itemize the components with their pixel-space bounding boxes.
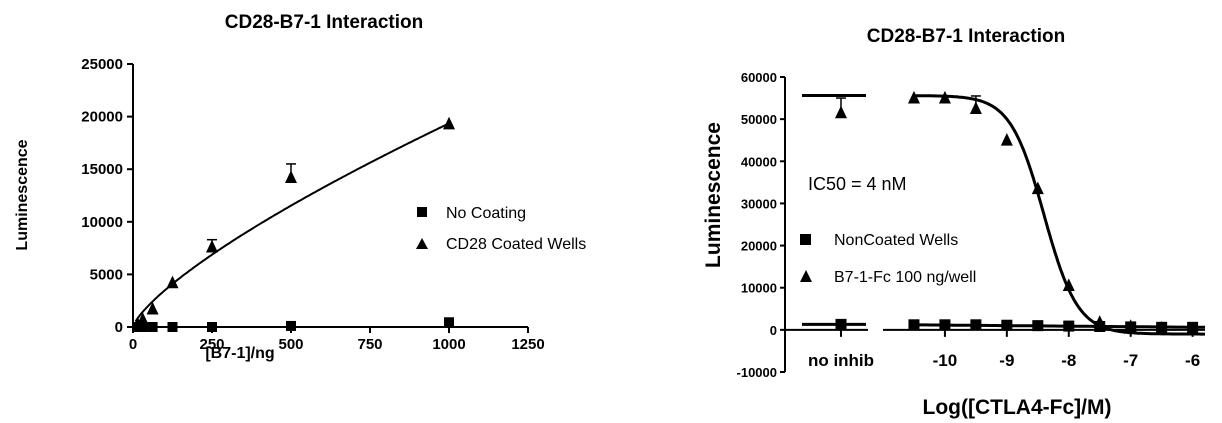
data-point-triangle bbox=[907, 90, 920, 104]
x-tick-label: -10 bbox=[933, 351, 958, 370]
chart-left-fit-curve bbox=[134, 122, 450, 323]
data-point-square bbox=[939, 319, 951, 331]
chart-right-fit-curve bbox=[913, 94, 1205, 336]
data-point-square bbox=[147, 322, 158, 332]
y-tick-label: 10000 bbox=[741, 281, 777, 296]
x-tick-label: 1250 bbox=[511, 336, 544, 353]
x-tick-label: 750 bbox=[357, 336, 382, 353]
data-point-triangle bbox=[1062, 278, 1075, 292]
chart-right: CD28-B7-1 Interaction Log([CTLA4-Fc]/M) … bbox=[702, 26, 1205, 419]
chart-right-xlabel: Log([CTLA4-Fc]/M) bbox=[923, 396, 1112, 419]
legend-label: CD28 Coated Wells bbox=[446, 236, 586, 253]
data-point-triangle bbox=[166, 275, 179, 289]
y-tick-label: 0 bbox=[770, 323, 777, 338]
data-point-square bbox=[908, 319, 920, 331]
chart-right-ylabel: Luminescence bbox=[702, 122, 725, 268]
legend-marker-triangle bbox=[800, 270, 812, 282]
x-tick-label: 500 bbox=[278, 336, 303, 353]
y-tick-label: 20000 bbox=[741, 239, 777, 254]
y-tick-label: 10000 bbox=[81, 214, 123, 231]
y-tick-label: 0 bbox=[115, 319, 123, 336]
legend-marker-square bbox=[417, 207, 427, 217]
data-point-triangle bbox=[1124, 319, 1137, 332]
data-point-triangle bbox=[835, 105, 847, 119]
data-point-square bbox=[970, 319, 982, 331]
chart-left-axes bbox=[127, 63, 529, 333]
data-point-triangle bbox=[206, 239, 218, 253]
data-point-triangle bbox=[1000, 133, 1013, 146]
y-tick-label: 30000 bbox=[741, 196, 777, 211]
x-tick-label: 1000 bbox=[432, 336, 465, 353]
legend-label: NonCoated Wells bbox=[834, 232, 958, 249]
data-point-square bbox=[1001, 319, 1013, 331]
chart-right-legend: NonCoated Wells B7-1-Fc 100 ng/well bbox=[800, 232, 976, 286]
chart-left-points bbox=[131, 116, 455, 332]
data-point-square bbox=[835, 318, 847, 330]
chart-right-axes bbox=[780, 76, 1205, 373]
y-tick-label: 5000 bbox=[90, 266, 123, 283]
chart-left-title: CD28-B7-1 Interaction bbox=[225, 12, 424, 33]
chart-right-annotation: IC50 = 4 nM bbox=[808, 174, 907, 194]
legend-marker-square bbox=[800, 234, 811, 245]
data-point-triangle bbox=[146, 301, 159, 315]
x-tick-label: -6 bbox=[1185, 351, 1200, 370]
y-tick-label: 20000 bbox=[81, 109, 123, 126]
data-point-triangle bbox=[1186, 321, 1199, 335]
chart-left-xlabel: [B7-1]/ng bbox=[205, 345, 274, 362]
legend-label: B7-1-Fc 100 ng/well bbox=[834, 269, 976, 286]
x-tick-label: 0 bbox=[129, 336, 137, 353]
data-point-square bbox=[286, 320, 296, 331]
chart-right-tick-labels: -10000 0 10000 20000 30000 40000 50000 60000 -10… bbox=[737, 70, 1201, 380]
chart-left-legend: No Coating CD28 Coated Wells bbox=[416, 205, 586, 253]
y-tick-label: -10000 bbox=[737, 365, 777, 380]
chart-right-points bbox=[835, 90, 1199, 335]
data-point-triangle bbox=[443, 116, 455, 130]
chart-left-ylabel: Luminescence bbox=[14, 139, 31, 250]
y-tick-label: 15000 bbox=[81, 161, 123, 178]
data-point-square bbox=[207, 322, 217, 332]
data-point-triangle bbox=[1093, 315, 1106, 328]
x-tick-label: 250 bbox=[199, 336, 224, 353]
data-point-triangle bbox=[136, 312, 149, 326]
y-tick-label: 40000 bbox=[741, 154, 777, 169]
y-tick-label: 25000 bbox=[81, 56, 123, 73]
x-tick-label: -8 bbox=[1061, 351, 1076, 370]
y-tick-label: 60000 bbox=[741, 70, 777, 85]
legend-marker-triangle bbox=[416, 238, 428, 249]
data-point-triangle bbox=[1155, 320, 1168, 334]
chart-left: CD28-B7-1 Interaction [B7-1]/ng Luminesc… bbox=[14, 12, 586, 362]
data-point-triangle bbox=[969, 101, 982, 115]
data-point-triangle bbox=[285, 170, 297, 184]
data-point-square bbox=[1032, 320, 1044, 332]
x-tick-label: -9 bbox=[999, 351, 1014, 370]
tick-label-no-inhib: no inhib bbox=[808, 351, 874, 370]
chart-left-tick-labels: 0 5000 10000 15000 20000 25000 0 250 500 750 1000 1… bbox=[81, 56, 544, 353]
x-tick-label: -7 bbox=[1123, 351, 1138, 370]
chart-right-title: CD28-B7-1 Interaction bbox=[867, 26, 1066, 47]
data-point-square bbox=[1063, 320, 1075, 332]
data-point-triangle bbox=[938, 90, 951, 104]
data-point-square bbox=[444, 317, 454, 328]
data-point-triangle bbox=[1031, 181, 1044, 195]
y-tick-label: 50000 bbox=[741, 112, 777, 127]
legend-label: No Coating bbox=[446, 205, 526, 222]
data-point-square bbox=[137, 322, 148, 332]
data-point-square bbox=[167, 322, 178, 332]
